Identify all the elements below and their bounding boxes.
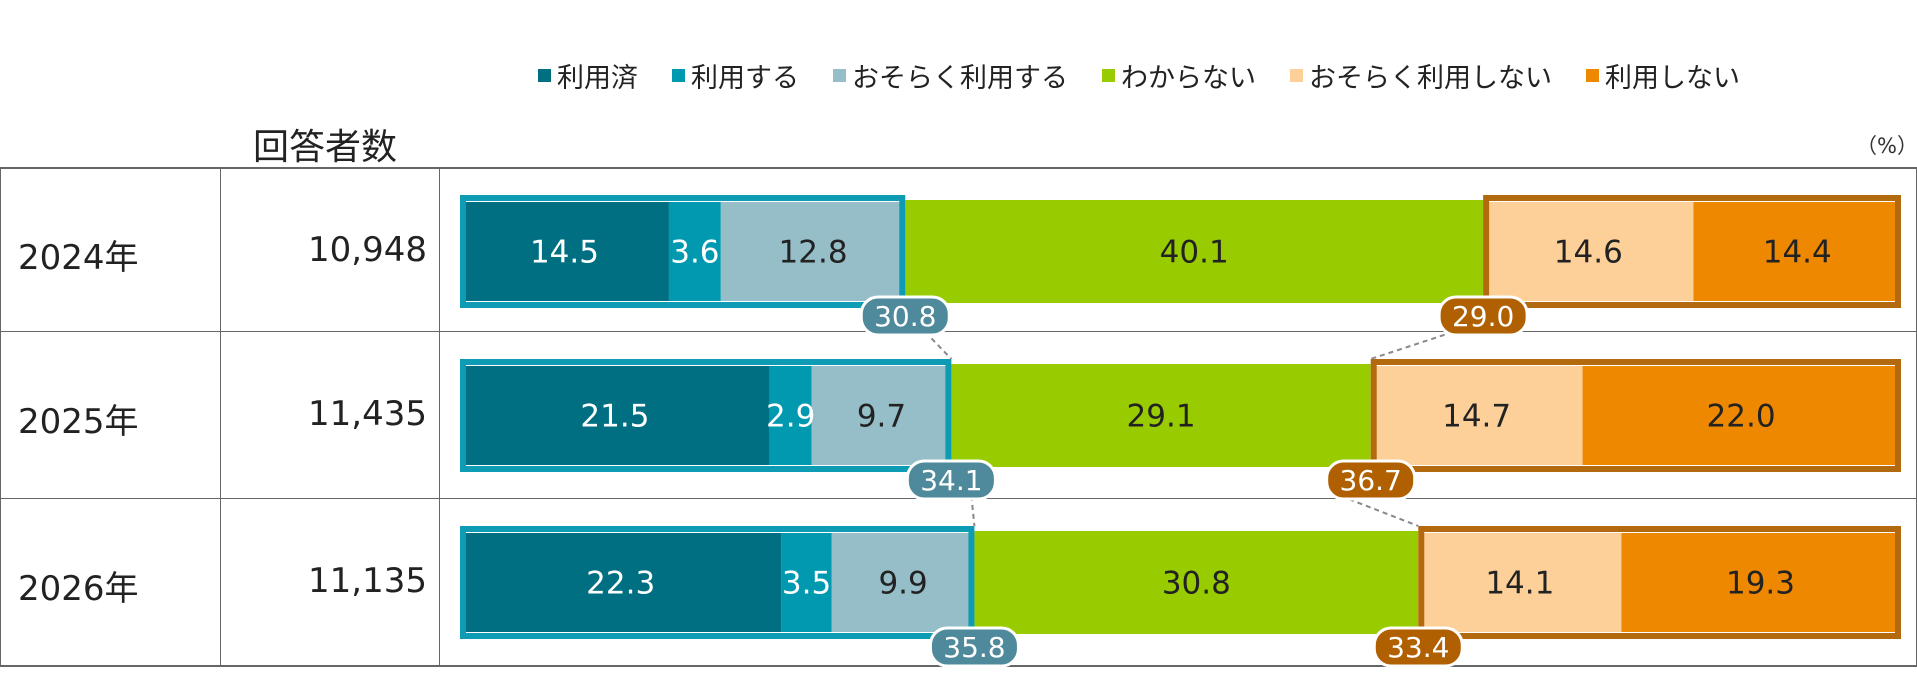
not-use-group-outline [1370,359,1902,472]
respondents-header: 回答者数 [253,127,398,168]
bar-segment [1621,533,1900,632]
bar-segment [831,533,975,632]
data-label: 14.1 [1485,566,1554,602]
legend: 利用済 利用する おそらく利用する わからない おそらく利用しない 利用しない [538,56,1774,95]
bar-segment [1693,202,1901,301]
bubble-shape [859,295,951,337]
legend-swatch [833,69,846,82]
bar-segment [1418,533,1622,632]
unit-label: （%） [1856,134,1917,158]
data-label: 22.0 [1707,399,1776,435]
column-divider [0,168,1,666]
use-total-bubble: 30.8 [859,295,951,337]
respondent-count: 11,135 [308,561,427,601]
legend-label: 利用済 [557,63,638,94]
column-divider [439,168,440,666]
bubble-shape [1372,626,1464,668]
year-label: 2024年 [18,238,139,278]
row-divider [0,331,1917,332]
bar-segment [974,531,1419,634]
bar-segment [460,533,782,632]
legend-item: 利用済 [538,56,638,95]
legend-label: おそらく利用しない [1309,63,1552,94]
legend-swatch [1290,69,1303,82]
use-total-bubble: 35.8 [928,626,1020,668]
bubble-label: 34.1 [920,464,982,497]
data-label: 3.6 [670,235,719,271]
year-label: 2025年 [18,402,139,442]
column-divider [220,168,221,666]
respondent-count: 11,435 [308,394,427,434]
data-label: 21.5 [580,399,649,435]
use-group-outline [460,526,975,639]
bar-segment [460,202,669,301]
legend-swatch [1586,69,1599,82]
legend-item: 利用する [672,56,799,95]
connector-line [1340,495,1419,527]
not-use-group-outline [1483,195,1901,308]
not-use-total-bubble: 36.7 [1325,459,1417,501]
bar-segment [668,202,721,301]
legend-item: わからない [1102,56,1256,95]
legend-label: わからない [1121,63,1256,94]
legend-item: おそらく利用する [833,56,1068,95]
bar-segment [460,366,770,465]
bubble-label: 33.4 [1387,631,1449,664]
data-label: 19.3 [1726,566,1795,602]
data-label: 14.4 [1763,235,1832,271]
not-use-group-outline [1418,526,1901,639]
bubble-shape [1325,459,1417,501]
year-label: 2026年 [18,569,139,609]
bar-segment [811,366,952,465]
bubble-label: 29.0 [1452,300,1514,333]
bar-segment [1582,366,1900,465]
not-use-total-bubble: 29.0 [1437,295,1529,337]
connector-line [924,331,953,360]
use-total-bubble: 34.1 [905,459,997,501]
bubble-label: 36.7 [1340,464,1402,497]
legend-swatch [672,69,685,82]
legend-swatch [1102,69,1115,82]
bar-segment [720,202,906,301]
bar-segment [905,200,1484,303]
data-label: 14.5 [530,235,599,271]
data-label: 3.5 [782,566,831,602]
legend-item: おそらく利用しない [1290,56,1552,95]
bar-segment [1483,202,1694,301]
respondent-count: 10,948 [308,230,427,270]
data-label: 12.8 [779,235,848,271]
bubble-shape [928,626,1020,668]
legend-label: おそらく利用する [852,63,1068,94]
data-label: 29.1 [1127,399,1196,435]
legend-swatch [538,69,551,82]
bar-segment [781,533,832,632]
table-top-line [0,167,1917,169]
data-label: 2.9 [766,399,815,435]
data-label: 30.8 [1162,566,1231,602]
bubble-shape [905,459,997,501]
bar-segment [769,366,812,465]
legend-item: 利用しない [1586,56,1740,95]
legend-label: 利用しない [1605,63,1740,94]
data-label: 22.3 [586,566,655,602]
bubble-shape [1437,295,1529,337]
bubble-label: 30.8 [874,300,936,333]
data-label: 40.1 [1160,235,1229,271]
legend-label: 利用する [691,63,799,94]
data-label: 9.9 [878,566,927,602]
use-group-outline [460,359,952,472]
bar-segment [1370,366,1583,465]
data-label: 14.6 [1554,235,1623,271]
connector-line [1370,331,1454,360]
data-label: 9.7 [857,399,906,435]
use-group-outline [460,195,906,308]
data-label: 14.7 [1442,399,1511,435]
bubble-label: 35.8 [943,631,1005,664]
not-use-total-bubble: 33.4 [1372,626,1464,668]
bar-segment [951,364,1371,467]
